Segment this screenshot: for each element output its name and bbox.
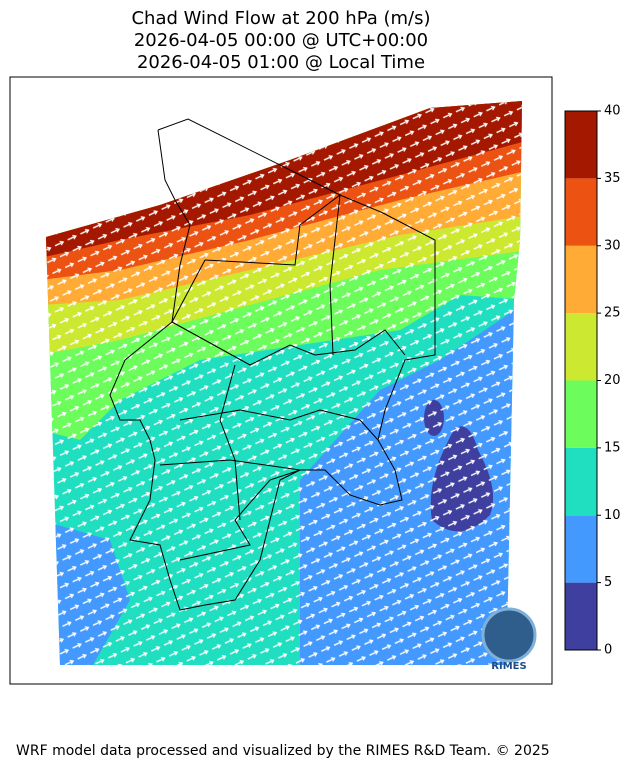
- logo-emblem: [481, 607, 537, 663]
- colorbar-segment: [565, 447, 597, 516]
- colorbar-tick-label: 25: [604, 306, 621, 321]
- colorbar-outline: [564, 110, 598, 651]
- colorbar-segment: [565, 380, 597, 448]
- country-border: [109, 118, 436, 611]
- colorbar-tick-label: 10: [604, 508, 621, 523]
- footer: WRF model data processed and visualized …: [16, 743, 550, 759]
- colorbar-segment: [565, 515, 597, 583]
- colorbar-segment: [565, 178, 597, 246]
- region-border: [204, 193, 341, 356]
- colorbar-tick-label: 30: [604, 238, 621, 253]
- colorbar-tick-label: 15: [604, 440, 621, 455]
- region-border: [159, 459, 301, 561]
- borders: [109, 118, 436, 611]
- colorbar-segment: [565, 313, 597, 381]
- colorbar: 0 5 10 15 20 25 30 35 40: [564, 104, 621, 658]
- region-border: [219, 364, 241, 521]
- logo-text: RIMES: [491, 661, 526, 672]
- colorbar-tick-label: 40: [604, 104, 621, 119]
- colorbar-segment: [565, 245, 597, 314]
- region-border: [179, 409, 379, 441]
- colorbar-tick-label: 20: [604, 373, 621, 388]
- colorbar-segment: [565, 111, 597, 179]
- colorbar-tick-label: 5: [604, 575, 612, 590]
- logo: RIMES: [481, 607, 537, 672]
- colorbar-segment: [565, 582, 597, 650]
- title-line: 2026-04-05 01:00 @ Local Time: [137, 52, 425, 73]
- colorbar-tick-label: 35: [604, 171, 621, 186]
- region-border: [171, 321, 406, 366]
- title-line: Chad Wind Flow at 200 hPa (m/s): [131, 8, 430, 29]
- colorbar-tick-label: 0: [604, 643, 612, 658]
- region-border: [171, 259, 206, 323]
- title-line: 2026-04-05 00:00 @ UTC+00:00: [134, 30, 428, 51]
